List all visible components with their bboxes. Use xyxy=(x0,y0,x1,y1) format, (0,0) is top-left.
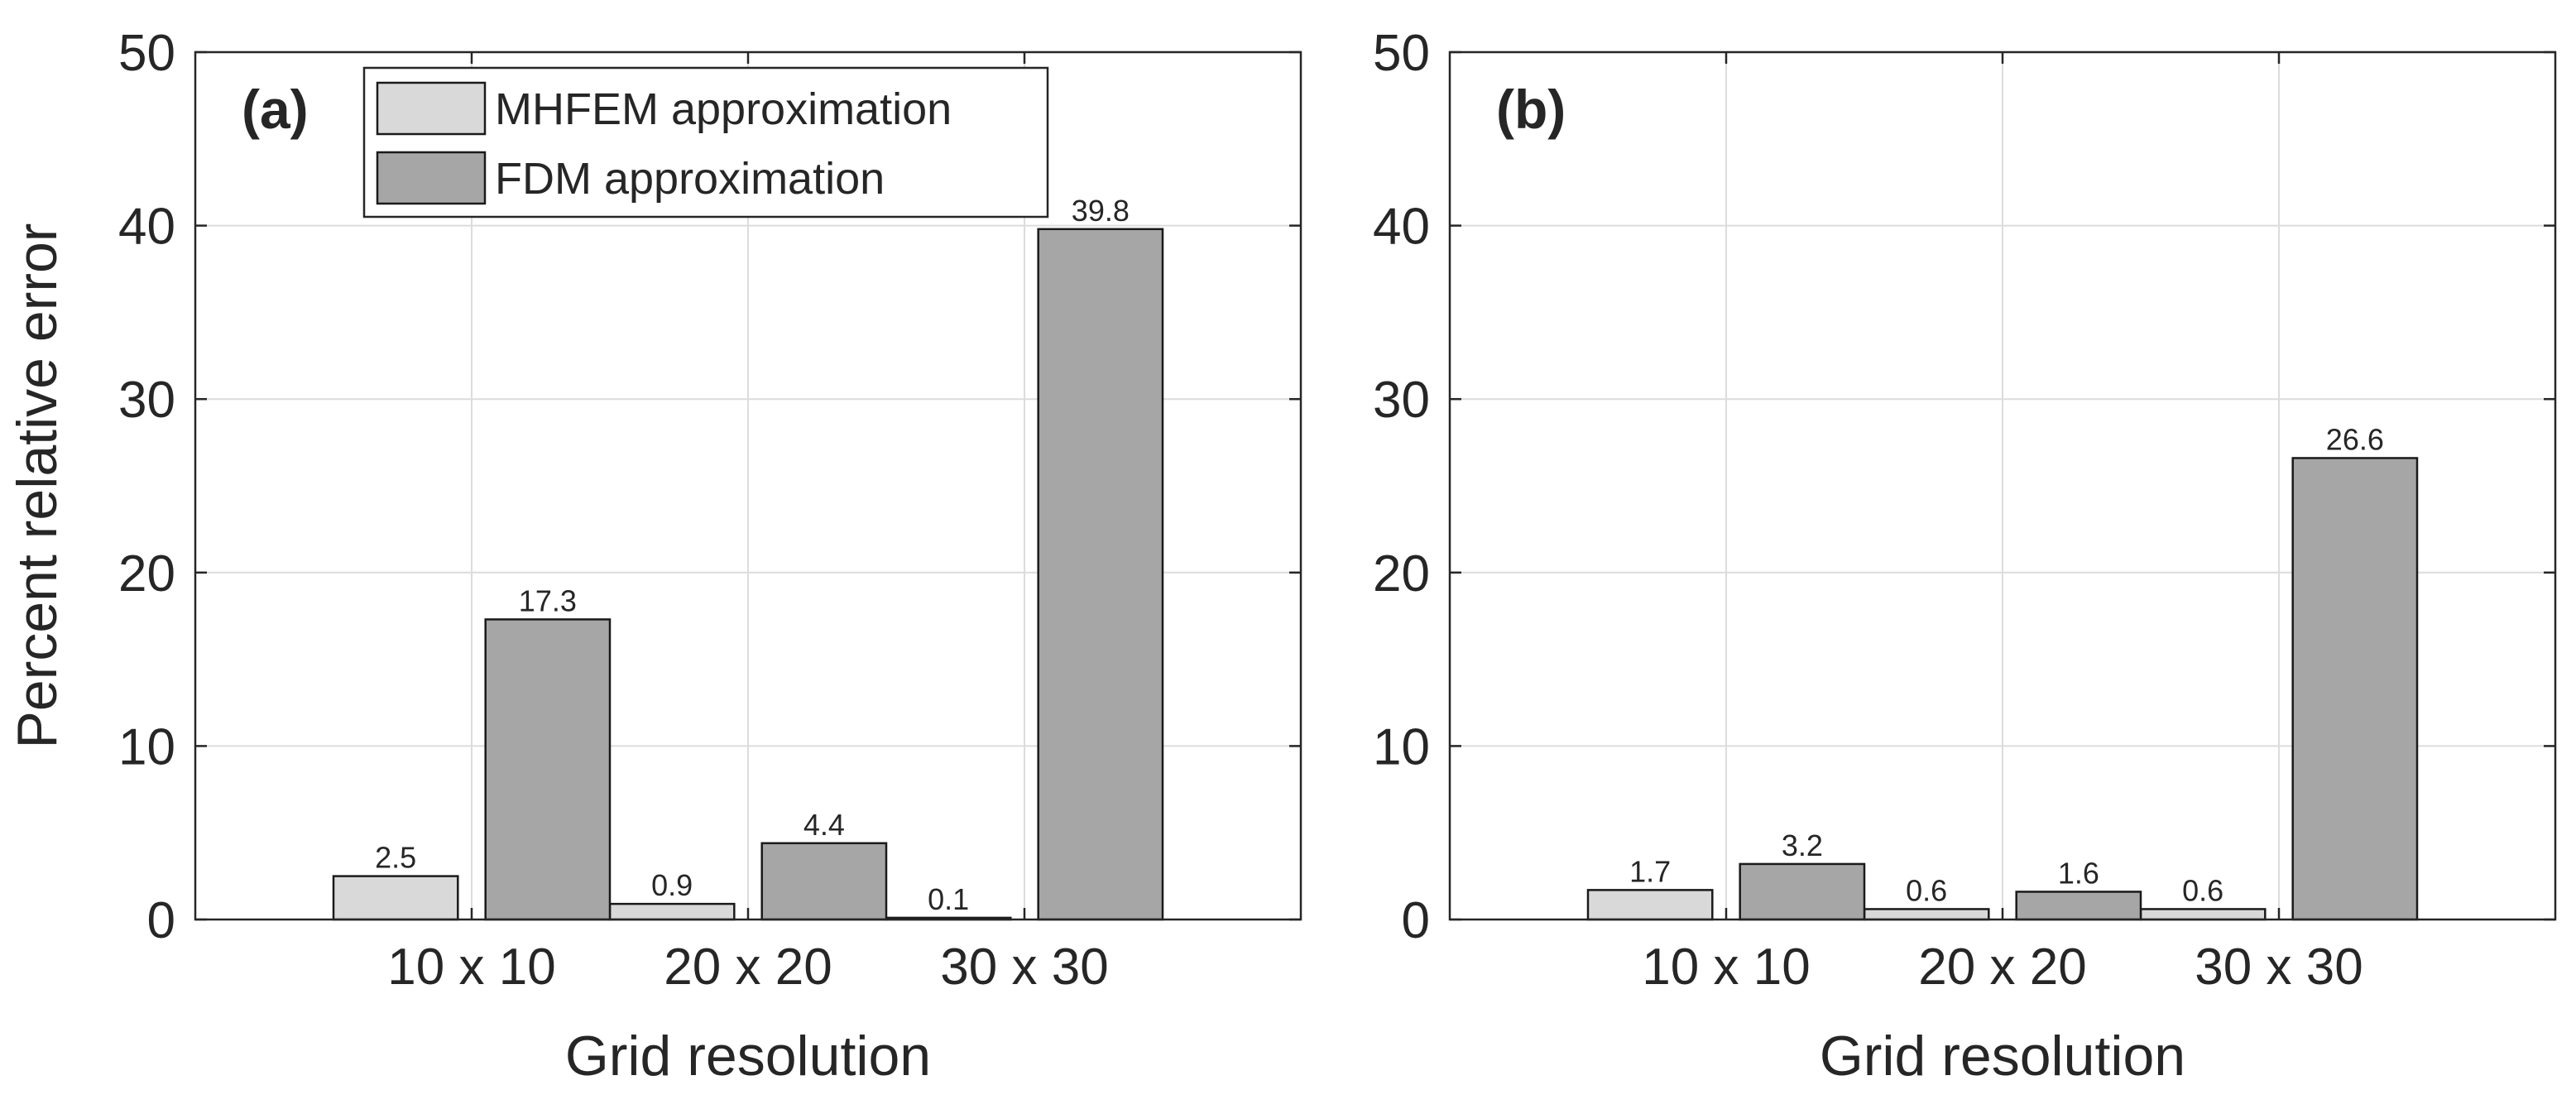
chart-panel-a: 2.5 0.9 0.1 17.3 4.4 39.8 0 10 20 30 40 50 10 x 10 20… xyxy=(6,25,1302,1088)
y-tick-label: 10 xyxy=(1373,718,1430,775)
data-label: 1.6 xyxy=(2058,856,2099,890)
x-tick-label: 10 x 10 xyxy=(387,939,555,996)
data-label: 1.7 xyxy=(1629,854,1671,888)
y-axis-title: Percent relative error xyxy=(6,223,69,749)
data-label: 17.3 xyxy=(519,583,577,617)
bar-fdm-2 xyxy=(760,842,888,921)
bar-mhfem-2 xyxy=(1863,908,1990,921)
y-tick-label: 0 xyxy=(1402,892,1430,949)
y-tick-label: 20 xyxy=(1373,545,1430,603)
bar-mhfem-1 xyxy=(332,875,459,921)
y-tick-label: 50 xyxy=(118,25,175,82)
legend-swatch-mhfem xyxy=(376,81,487,136)
panel-label: (a) xyxy=(242,79,309,140)
data-label: 26.6 xyxy=(2326,422,2384,456)
data-label: 0.6 xyxy=(1906,873,1947,907)
legend: MHFEM approximation FDM approximation xyxy=(362,66,1049,218)
y-tick-label: 30 xyxy=(1373,372,1430,429)
legend-swatch-fdm xyxy=(376,151,487,205)
data-label: 3.2 xyxy=(1782,828,1823,862)
bar-mhfem-3 xyxy=(2139,908,2267,921)
x-tick-label: 20 x 20 xyxy=(664,939,832,996)
bar-mhfem-1 xyxy=(1586,889,1714,921)
bar-mhfem-2 xyxy=(608,902,736,921)
data-label: 2.5 xyxy=(375,841,416,875)
y-tick-label: 10 xyxy=(118,718,175,775)
x-tick-label: 20 x 20 xyxy=(1918,939,2086,996)
legend-label: FDM approximation xyxy=(495,154,885,204)
y-tick-label: 0 xyxy=(147,892,175,949)
x-tick-label: 10 x 10 xyxy=(1642,939,1810,996)
data-label: 39.8 xyxy=(1072,194,1130,228)
legend-label: MHFEM approximation xyxy=(495,84,952,134)
y-tick-label: 30 xyxy=(118,372,175,429)
bar-fdm-3 xyxy=(1037,228,1164,921)
y-tick-label: 50 xyxy=(1373,25,1430,82)
data-label: 4.4 xyxy=(804,808,845,842)
x-axis-title: Grid resolution xyxy=(1820,1025,2185,1088)
data-label: 0.9 xyxy=(651,868,693,902)
y-tick-label: 40 xyxy=(1373,199,1430,256)
x-tick-label: 30 x 30 xyxy=(2195,939,2363,996)
y-tick-label: 20 xyxy=(118,545,175,603)
y-tick-label: 40 xyxy=(118,199,175,256)
x-tick-label: 30 x 30 xyxy=(940,939,1108,996)
x-axis-title: Grid resolution xyxy=(565,1025,931,1088)
bar-fdm-1 xyxy=(1739,862,1866,921)
data-label: 0.1 xyxy=(928,882,969,916)
data-label: 0.6 xyxy=(2182,873,2223,907)
chart-panel-b: 1.7 0.6 0.6 3.2 1.6 26.6 0 10 20 30 40 50 10 x 10 20 … xyxy=(1373,25,2557,1088)
bar-fdm-3 xyxy=(2291,457,2419,921)
panel-label: (b) xyxy=(1496,79,1566,140)
bar-fdm-2 xyxy=(2015,891,2142,921)
bar-fdm-1 xyxy=(484,618,612,921)
